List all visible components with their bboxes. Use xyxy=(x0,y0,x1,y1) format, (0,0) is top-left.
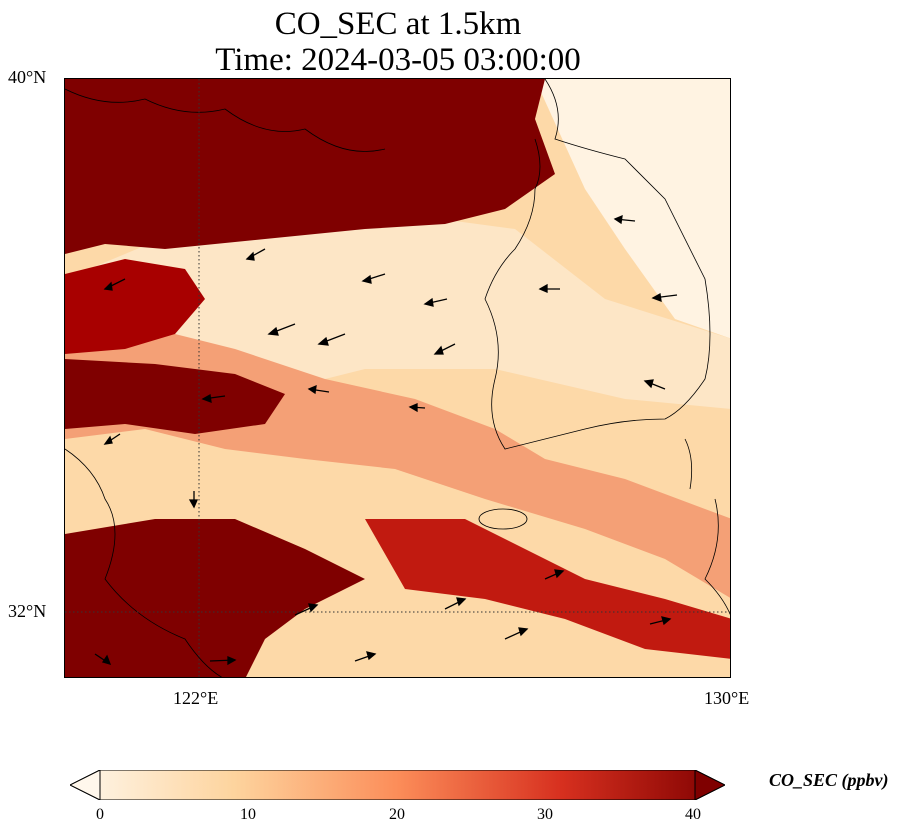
coastline-china-east xyxy=(65,448,223,677)
coastline-japan xyxy=(684,438,730,615)
high-co-blob-west xyxy=(65,259,205,354)
colorbar-tick-20: 20 xyxy=(389,806,405,823)
colorbar-extend-max xyxy=(694,770,725,800)
colorbar-extend-min xyxy=(70,770,101,800)
colorbar-gradient xyxy=(70,770,725,800)
colorbar-tick-10: 10 xyxy=(240,806,256,823)
map-svg xyxy=(65,79,730,677)
colorbar-tick-30: 30 xyxy=(537,806,553,823)
high-co-band-south xyxy=(65,519,365,677)
high-co-band-middle xyxy=(65,359,285,434)
colorbar-tick-0: 0 xyxy=(96,806,104,823)
lat-label-40n: 40°N xyxy=(8,67,47,87)
lon-label-122e: 122°E xyxy=(173,688,219,708)
colorbar xyxy=(70,770,725,800)
colorbar-label: CO_SEC (ppbv) xyxy=(769,770,889,790)
red-band-south xyxy=(365,519,730,659)
lat-label-32n: 32°N xyxy=(8,601,47,621)
chart-title-line2: Time: 2024-03-05 03:00:00 xyxy=(215,42,581,78)
low-co-region xyxy=(535,79,730,339)
lon-label-130e: 130°E xyxy=(704,688,750,708)
high-co-band-north xyxy=(65,79,555,254)
chart-title-line1: CO_SEC at 1.5km xyxy=(274,6,522,42)
map-panel xyxy=(64,78,731,678)
coastline-bohai xyxy=(65,88,386,152)
coastline-korea xyxy=(484,79,711,450)
jeju-island xyxy=(478,508,528,530)
colorbar-tick-40: 40 xyxy=(685,806,701,823)
wind-vectors xyxy=(94,214,678,666)
